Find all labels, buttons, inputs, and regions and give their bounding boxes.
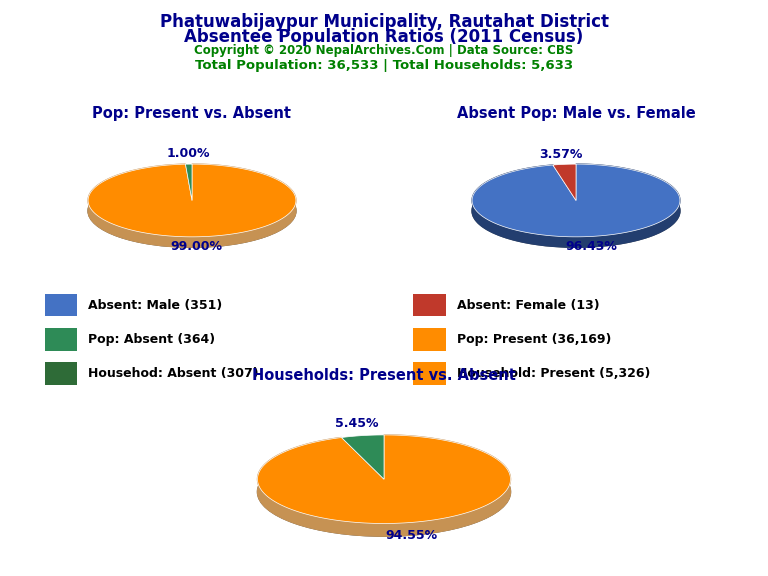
Polygon shape xyxy=(186,164,192,200)
Polygon shape xyxy=(342,435,384,479)
Text: 99.00%: 99.00% xyxy=(170,241,222,253)
Polygon shape xyxy=(88,164,296,247)
Text: Phatuwabijaypur Municipality, Rautahat District: Phatuwabijaypur Municipality, Rautahat D… xyxy=(160,13,608,31)
Polygon shape xyxy=(257,435,511,524)
Polygon shape xyxy=(472,164,680,237)
Text: 5.45%: 5.45% xyxy=(335,417,378,430)
Title: Households: Present vs. Absent: Households: Present vs. Absent xyxy=(252,368,516,383)
Text: 94.55%: 94.55% xyxy=(386,529,438,541)
FancyBboxPatch shape xyxy=(413,362,446,385)
FancyBboxPatch shape xyxy=(413,328,446,351)
Polygon shape xyxy=(186,164,192,200)
Polygon shape xyxy=(472,164,680,247)
Ellipse shape xyxy=(88,175,296,247)
Title: Absent Pop: Male vs. Female: Absent Pop: Male vs. Female xyxy=(457,107,695,122)
Polygon shape xyxy=(342,438,384,479)
Polygon shape xyxy=(342,438,384,479)
Text: Copyright © 2020 NepalArchives.Com | Data Source: CBS: Copyright © 2020 NepalArchives.Com | Dat… xyxy=(194,44,574,57)
Text: 1.00%: 1.00% xyxy=(166,147,210,161)
Text: Pop: Present (36,169): Pop: Present (36,169) xyxy=(457,333,611,346)
Polygon shape xyxy=(553,164,576,200)
Text: Absent: Male (351): Absent: Male (351) xyxy=(88,298,223,312)
FancyBboxPatch shape xyxy=(45,328,78,351)
Title: Pop: Present vs. Absent: Pop: Present vs. Absent xyxy=(92,107,292,122)
Text: Househod: Absent (307): Househod: Absent (307) xyxy=(88,367,259,380)
Text: Absentee Population Ratios (2011 Census): Absentee Population Ratios (2011 Census) xyxy=(184,28,584,46)
Polygon shape xyxy=(553,165,576,200)
FancyBboxPatch shape xyxy=(413,294,446,316)
Text: Household: Present (5,326): Household: Present (5,326) xyxy=(457,367,650,380)
Polygon shape xyxy=(186,164,192,200)
Text: Pop: Absent (364): Pop: Absent (364) xyxy=(88,333,216,346)
FancyBboxPatch shape xyxy=(45,294,78,316)
Text: 96.43%: 96.43% xyxy=(565,240,617,253)
Polygon shape xyxy=(88,164,296,237)
Ellipse shape xyxy=(472,175,680,247)
Polygon shape xyxy=(553,165,576,200)
Ellipse shape xyxy=(257,448,511,536)
FancyBboxPatch shape xyxy=(45,362,78,385)
Text: Total Population: 36,533 | Total Households: 5,633: Total Population: 36,533 | Total Househo… xyxy=(195,59,573,72)
Text: Absent: Female (13): Absent: Female (13) xyxy=(457,298,600,312)
Text: 3.57%: 3.57% xyxy=(539,147,583,161)
Polygon shape xyxy=(257,435,511,536)
